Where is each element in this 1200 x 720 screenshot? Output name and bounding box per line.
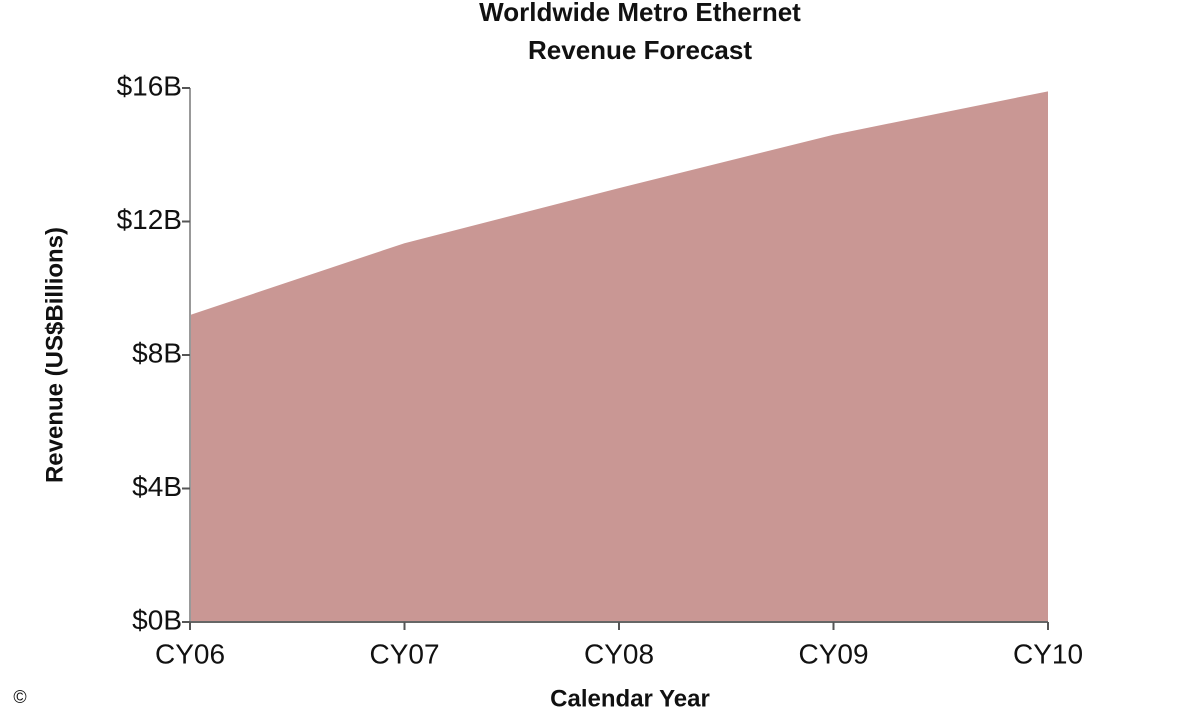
x-tick-label: CY08 bbox=[584, 638, 654, 669]
chart-title: Worldwide Metro Ethernet bbox=[479, 0, 801, 27]
copyright: © bbox=[13, 687, 26, 707]
x-axis-label: Calendar Year bbox=[550, 685, 710, 712]
x-tick-label: CY10 bbox=[1013, 638, 1083, 669]
chart-title: Revenue Forecast bbox=[528, 35, 752, 65]
y-tick-label: $4B bbox=[132, 471, 182, 502]
x-tick-label: CY07 bbox=[369, 638, 439, 669]
y-tick-label: $12B bbox=[117, 204, 182, 235]
y-tick-label: $0B bbox=[132, 604, 182, 635]
area bbox=[190, 91, 1048, 622]
x-tick-label: CY09 bbox=[798, 638, 868, 669]
x-tick-label: CY06 bbox=[155, 638, 225, 669]
y-tick-label: $16B bbox=[117, 70, 182, 101]
y-axis-label: Revenue (US$Billions) bbox=[41, 227, 68, 483]
y-tick-label: $8B bbox=[132, 337, 182, 368]
